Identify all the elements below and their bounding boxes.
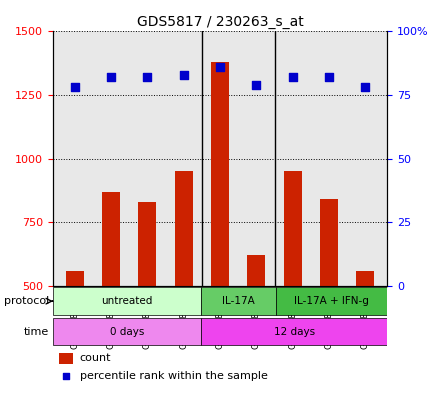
Bar <box>175 171 193 286</box>
Bar <box>53 287 202 315</box>
Text: protocol: protocol <box>4 296 49 306</box>
Bar <box>320 199 338 286</box>
Point <box>362 84 369 90</box>
Bar <box>66 271 84 286</box>
Bar <box>247 255 265 286</box>
Bar <box>202 318 387 345</box>
Point <box>338 276 345 283</box>
Point <box>144 74 151 81</box>
Text: percentile rank within the sample: percentile rank within the sample <box>80 371 268 380</box>
Point <box>253 82 260 88</box>
Point <box>326 74 333 81</box>
Bar <box>356 271 374 286</box>
Point <box>107 74 114 81</box>
Text: 12 days: 12 days <box>274 327 315 337</box>
Point <box>289 74 296 81</box>
Text: IL-17A: IL-17A <box>222 296 255 306</box>
Bar <box>59 353 73 364</box>
Bar <box>102 192 120 286</box>
Point <box>216 64 224 70</box>
Point <box>71 84 78 90</box>
Bar <box>202 287 276 315</box>
Text: 0 days: 0 days <box>110 327 144 337</box>
Bar <box>53 318 202 345</box>
Bar <box>138 202 156 286</box>
Bar <box>276 287 387 315</box>
Title: GDS5817 / 230263_s_at: GDS5817 / 230263_s_at <box>137 15 303 29</box>
Text: IL-17A + IFN-g: IL-17A + IFN-g <box>294 296 369 306</box>
Text: count: count <box>80 353 111 364</box>
Bar <box>211 62 229 286</box>
Text: time: time <box>24 327 49 337</box>
Text: untreated: untreated <box>102 296 153 306</box>
Point <box>180 72 187 78</box>
Bar <box>284 171 302 286</box>
